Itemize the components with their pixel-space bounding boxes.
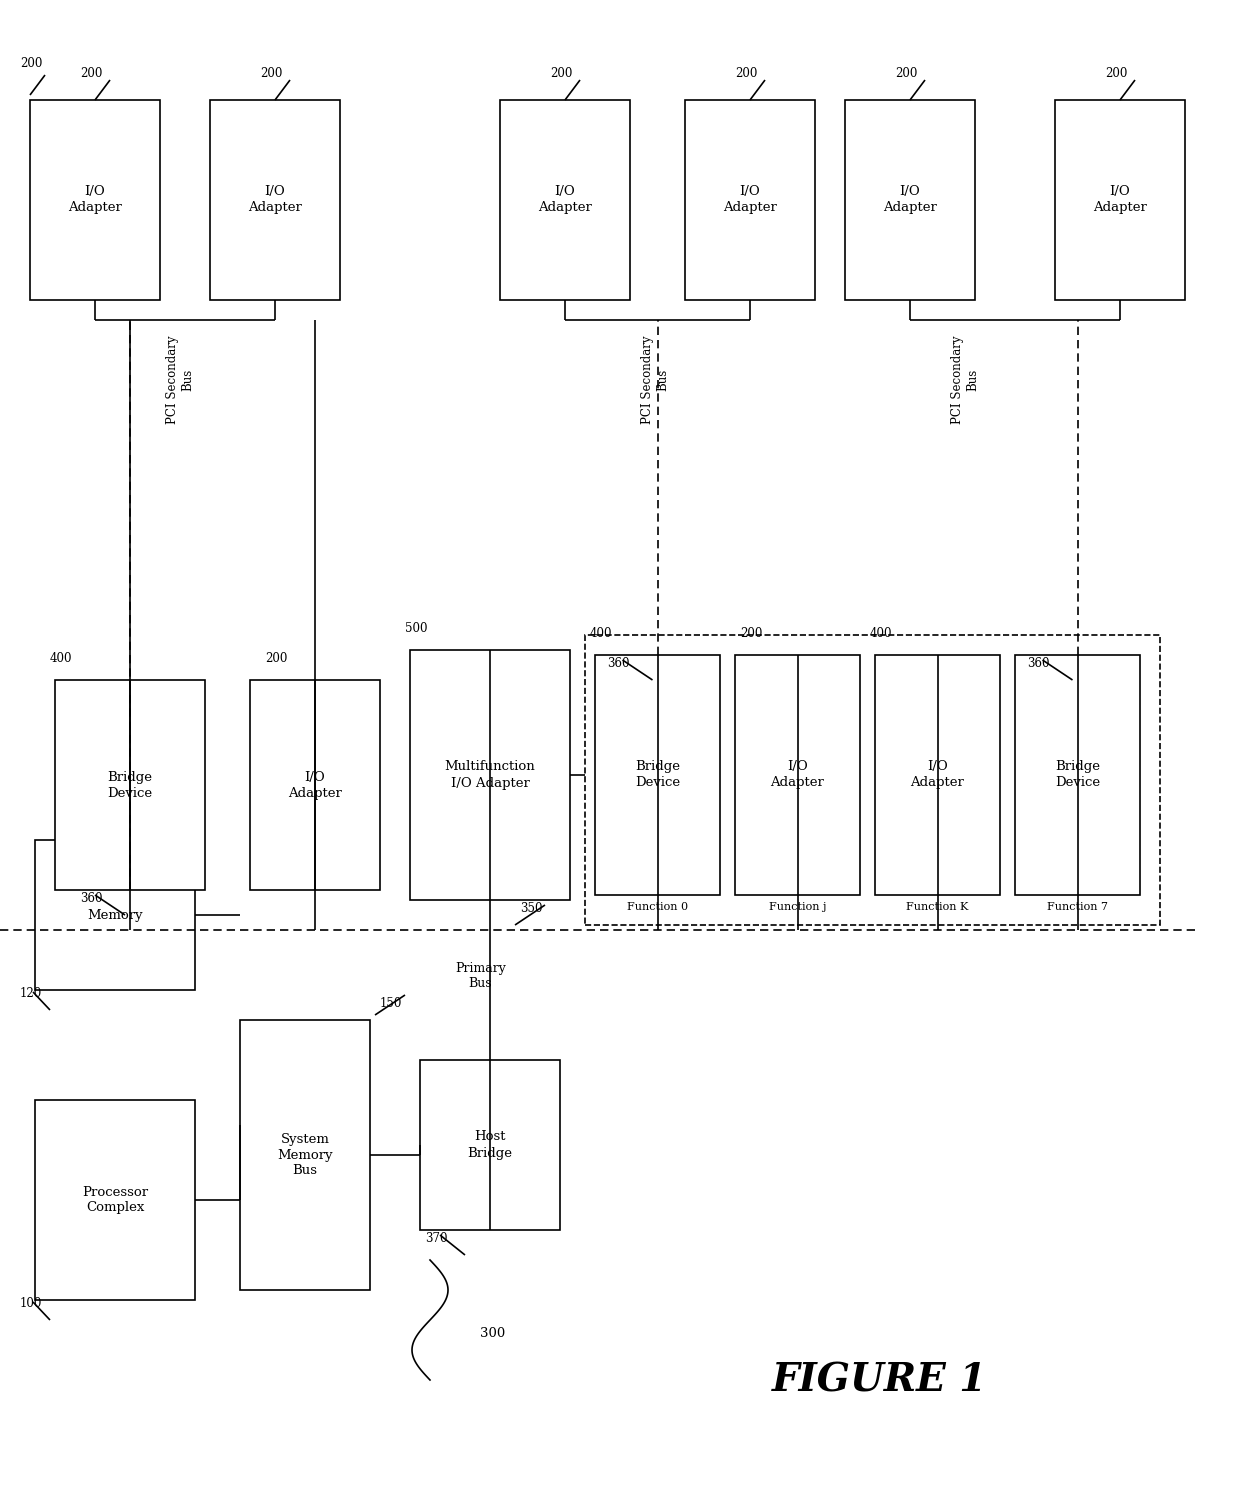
Text: I/O
Adapter: I/O Adapter xyxy=(538,186,591,214)
Text: 150: 150 xyxy=(379,997,402,1010)
Text: I/O
Adapter: I/O Adapter xyxy=(68,186,122,214)
Bar xyxy=(684,100,815,300)
Text: 500: 500 xyxy=(405,622,428,635)
Bar xyxy=(30,100,160,300)
Text: 200: 200 xyxy=(740,628,763,640)
Bar xyxy=(585,635,1159,925)
Text: Function 0: Function 0 xyxy=(627,902,688,911)
Text: 360: 360 xyxy=(81,892,103,905)
Text: Processor
Complex: Processor Complex xyxy=(82,1186,148,1215)
Text: 120: 120 xyxy=(20,987,42,1000)
Bar xyxy=(1016,655,1140,895)
Text: System
Memory
Bus: System Memory Bus xyxy=(278,1132,332,1177)
Text: 360: 360 xyxy=(1028,656,1050,670)
Bar xyxy=(1055,100,1185,300)
Text: I/O
Adapter: I/O Adapter xyxy=(1094,186,1147,214)
Text: 200: 200 xyxy=(260,66,283,80)
Text: Function 7: Function 7 xyxy=(1047,902,1109,911)
Bar xyxy=(410,650,570,899)
Bar xyxy=(35,1100,195,1299)
Bar xyxy=(875,655,999,895)
Text: 350: 350 xyxy=(520,902,543,914)
Text: I/O
Adapter: I/O Adapter xyxy=(248,186,301,214)
Text: PCI Secondary
Bus: PCI Secondary Bus xyxy=(641,335,670,424)
Bar xyxy=(55,681,205,890)
Bar xyxy=(35,841,195,990)
Text: PCI Secondary
Bus: PCI Secondary Bus xyxy=(951,335,980,424)
Text: 300: 300 xyxy=(480,1326,505,1340)
Text: 400: 400 xyxy=(590,628,613,640)
Text: 200: 200 xyxy=(735,66,758,80)
Text: 400: 400 xyxy=(870,628,893,640)
Text: Bridge
Device: Bridge Device xyxy=(108,771,153,800)
Bar xyxy=(250,681,379,890)
Bar xyxy=(595,655,720,895)
Bar xyxy=(500,100,630,300)
Bar xyxy=(241,1020,370,1290)
Bar xyxy=(420,1059,560,1230)
Text: I/O
Adapter: I/O Adapter xyxy=(723,186,777,214)
Text: 400: 400 xyxy=(50,652,72,665)
Text: 200: 200 xyxy=(81,66,103,80)
Text: PCI Secondary
Bus: PCI Secondary Bus xyxy=(166,335,193,424)
Text: Function K: Function K xyxy=(906,902,968,911)
Text: I/O
Adapter: I/O Adapter xyxy=(910,761,965,789)
Text: Memory: Memory xyxy=(87,908,143,922)
Text: FIGURE 1: FIGURE 1 xyxy=(773,1361,987,1399)
Bar xyxy=(735,655,861,895)
Text: Bridge
Device: Bridge Device xyxy=(1055,761,1100,789)
Text: 200: 200 xyxy=(1105,66,1127,80)
Text: 360: 360 xyxy=(608,656,630,670)
Bar xyxy=(844,100,975,300)
Text: Multifunction
I/O Adapter: Multifunction I/O Adapter xyxy=(445,761,536,789)
Text: 200: 200 xyxy=(265,652,288,665)
Text: I/O
Adapter: I/O Adapter xyxy=(770,761,825,789)
Text: Bridge
Device: Bridge Device xyxy=(635,761,680,789)
Text: Host
Bridge: Host Bridge xyxy=(467,1130,512,1159)
Text: 200: 200 xyxy=(895,66,918,80)
Text: Primary
Bus: Primary Bus xyxy=(455,963,506,990)
Text: 200: 200 xyxy=(20,57,42,69)
Bar xyxy=(210,100,340,300)
Text: I/O
Adapter: I/O Adapter xyxy=(883,186,937,214)
Text: I/O
Adapter: I/O Adapter xyxy=(288,771,342,800)
Text: 370: 370 xyxy=(425,1231,448,1245)
Text: 200: 200 xyxy=(551,66,573,80)
Text: Function j: Function j xyxy=(769,902,826,911)
Text: 100: 100 xyxy=(20,1298,42,1310)
